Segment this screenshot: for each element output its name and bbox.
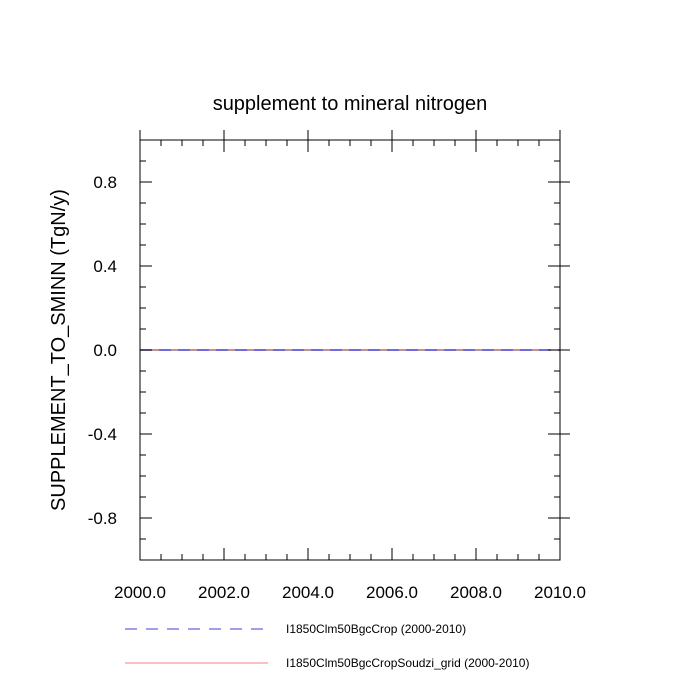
x-tick-label: 2002.0 xyxy=(198,583,250,602)
x-tick-label: 2010.0 xyxy=(534,583,586,602)
y-tick-label: 0.8 xyxy=(93,173,117,192)
y-tick-label: -0.4 xyxy=(88,425,117,444)
x-tick-label: 2004.0 xyxy=(282,583,334,602)
chart-title: supplement to mineral nitrogen xyxy=(213,93,488,115)
y-tick-label: 0.0 xyxy=(93,341,117,360)
y-axis-label: SUPPLEMENT_TO_SMINN (TgN/y) xyxy=(48,189,70,511)
x-tick-label: 2000.0 xyxy=(114,583,166,602)
legend-label-0: I1850Clm50BgcCrop (2000-2010) xyxy=(286,622,466,636)
y-tick-label: 0.4 xyxy=(93,257,117,276)
x-tick-label: 2008.0 xyxy=(450,583,502,602)
legend-label-1: I1850Clm50BgcCropSoudzi_grid (2000-2010) xyxy=(286,656,529,670)
y-tick-label: -0.8 xyxy=(88,509,117,528)
x-tick-label: 2006.0 xyxy=(366,583,418,602)
